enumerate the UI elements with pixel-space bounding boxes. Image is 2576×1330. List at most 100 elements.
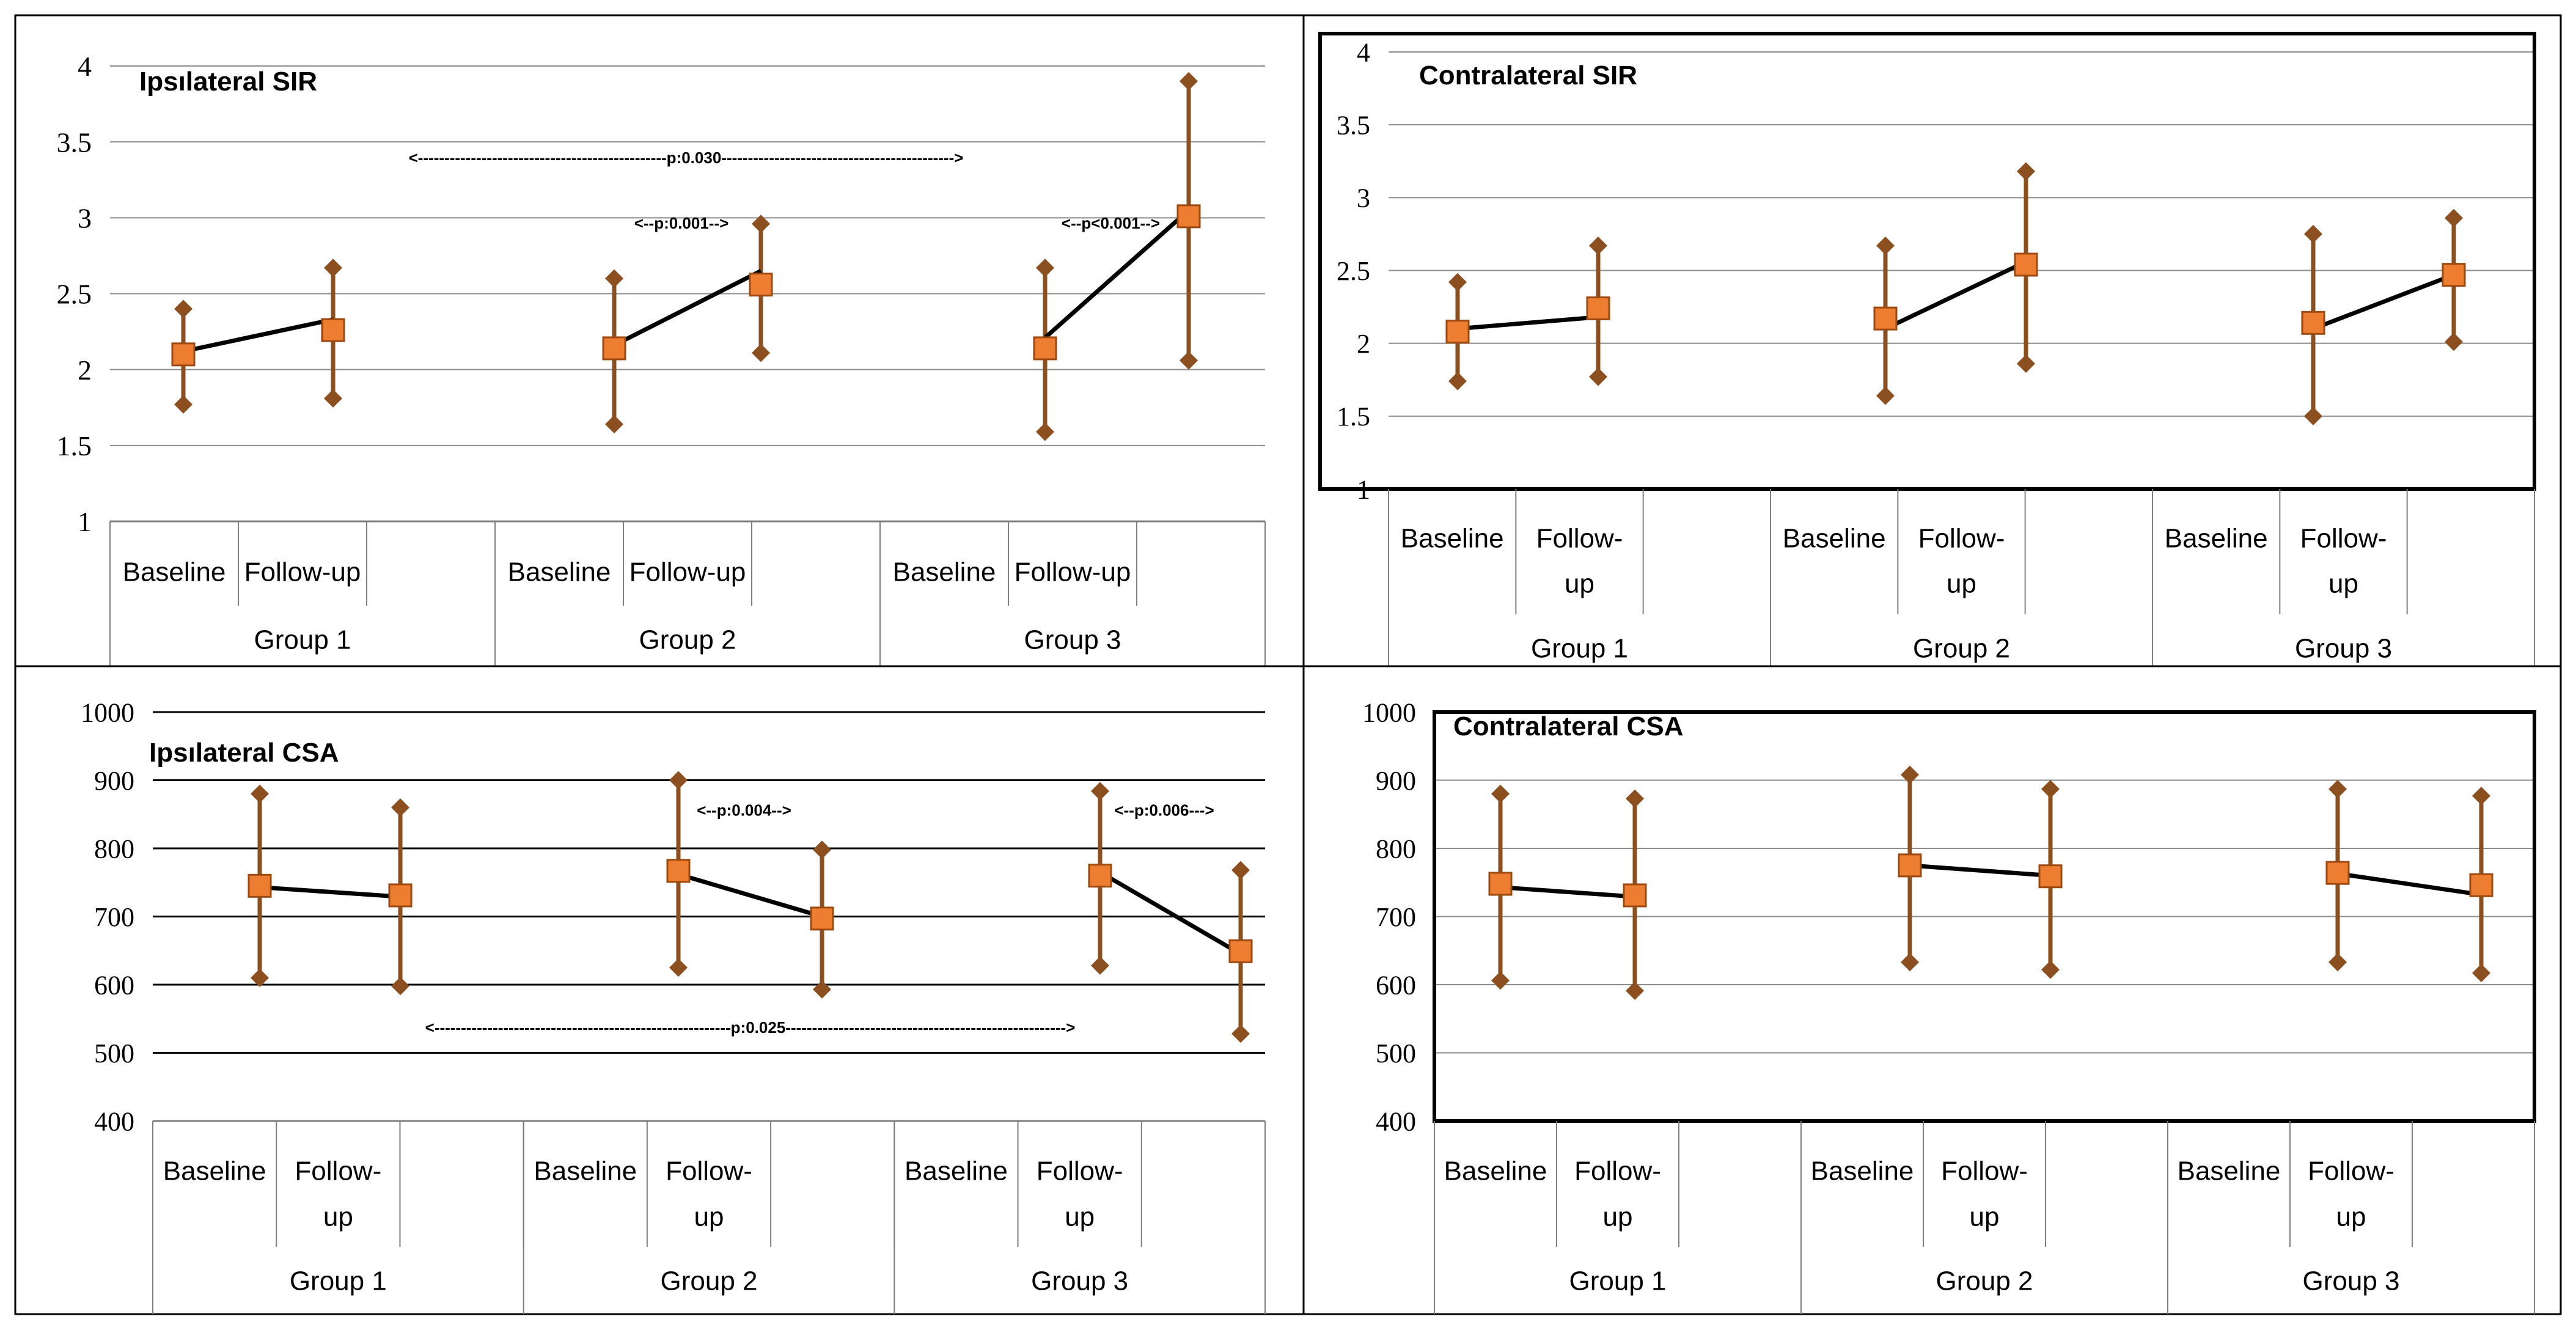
error-bar-cap-high [1901,765,1919,784]
trend-line [678,872,823,919]
significance-annotation: <--p<0.001--> [1062,214,1160,232]
y-tick-label: 2 [1357,329,1370,359]
error-bar-cap-low [2445,332,2463,351]
y-tick-label: 700 [94,902,134,932]
mean-marker [2442,263,2466,287]
mean-marker [171,342,196,367]
mean-marker [248,873,272,898]
error-bar-cap-low [1036,422,1054,441]
error-bar-cap-high [2328,779,2347,798]
panel-border [1302,665,2562,1315]
mean-marker [2469,873,2493,897]
y-tick-label: 2.5 [1337,256,1370,286]
error-bar-cap-low [1231,1024,1250,1043]
error-bar-cap-low [2304,406,2322,425]
mean-marker [1228,939,1253,963]
group-label: Group 3 [1024,625,1121,655]
category-label: up [1065,1202,1095,1232]
significance-annotation: <---------------------------------------… [425,1018,1076,1037]
y-tick-label: 1 [78,506,92,537]
mean-marker [1586,296,1610,320]
category-label: up [2328,568,2358,598]
mean-marker [2325,861,2350,885]
error-bar-cap-high [669,771,688,790]
mean-marker [2038,864,2063,889]
error-bar-cap-low [2472,964,2490,983]
error-bar-cap-high [391,798,409,817]
group-label: Group 3 [2295,633,2392,663]
trend-line [1500,885,1635,899]
group-label: Group 3 [2303,1266,2400,1296]
panel-ipsilateral_sir: 1 1.5 2 2.5 3 3.5 4 Baseline Follow-up Group 1 Bas… [14,14,1305,667]
error-bar-cap-high [605,269,623,288]
error-bar-cap-low [813,980,831,999]
category-label: Baseline [1811,1156,1914,1186]
group-label: Group 2 [1936,1266,2033,1296]
y-tick-label: 1000 [81,697,134,727]
category-label: Follow-up [1015,557,1131,587]
plot-frame [1433,710,2536,1123]
chart-title: Ipsılateral CSA [149,738,339,768]
error-bar-cap-low [1876,386,1895,405]
error-bar-cap-high [1231,861,1250,880]
panel-ipsilateral_csa: 400 500 600 700 800 900 1000 Baseline Follow-up G… [14,665,1305,1315]
error-bar-cap-high [813,840,831,859]
chart-title: Ipsılateral SIR [139,67,317,97]
error-bar-cap-low [1448,372,1467,391]
trend-line [2337,871,2482,897]
category-label: Baseline [2178,1156,2281,1186]
y-tick-label: 700 [1376,902,1416,932]
y-tick-label: 3.5 [1337,111,1370,141]
error-bar-cap-high [1491,784,1510,803]
category-label: up [323,1202,353,1232]
y-tick-label: 4 [1357,37,1370,67]
category-label: Baseline [508,557,611,587]
error-bar-cap-high [2041,779,2060,798]
y-tick-label: 2.5 [57,279,92,310]
error-bar-cap-high [2017,162,2035,181]
category-label: Follow- [1574,1156,1661,1186]
category-label: Baseline [163,1156,266,1186]
error-bar-cap-high [1626,789,1644,808]
error-bar-cap-high [2304,224,2322,243]
group-label: Group 2 [1913,633,2010,663]
category-label: up [1970,1202,2000,1232]
category-label: up [1947,568,1976,598]
mean-marker [1873,306,1898,331]
error-bar-cap-low [752,344,770,362]
mean-marker [1623,883,1647,908]
significance-annotation: <--p:0.006---> [1114,801,1214,819]
trend-line [2312,273,2455,331]
panel-contralateral_csa: 400 500 600 700 800 900 1000 Baseline Follow-up G… [1302,665,2562,1315]
group-label: Group 2 [661,1266,758,1296]
error-bar-cap-high [752,215,770,233]
y-tick-label: 1.5 [1337,402,1370,432]
error-bar-cap-high [324,259,342,277]
significance-annotation: <---------------------------------------… [409,149,964,167]
trend-line [1909,863,2051,878]
y-tick-label: 2 [78,355,92,386]
error-bar-cap-high [1036,259,1054,277]
error-bar-cap-low [251,968,269,987]
mean-marker [1176,204,1201,229]
error-bar-cap-high [251,784,269,803]
category-label: up [694,1202,724,1232]
trend-line [613,269,762,348]
error-bar-cap-high [1091,782,1109,801]
error-bar-cap-low [1626,982,1644,1001]
category-label: Baseline [1444,1156,1547,1186]
trend-line [1043,208,1191,340]
trend-line [1884,260,2027,331]
y-tick-label: 800 [1376,834,1416,864]
significance-annotation: <--p:0.004--> [697,801,791,819]
trend-line [1457,315,1599,331]
error-bar-cap-low [669,958,688,977]
error-bar-cap-high [1876,236,1895,255]
error-bar-cap-low [1091,956,1109,975]
error-bar-cap-low [1180,351,1198,370]
group-label: Group 1 [1531,633,1628,663]
category-label: Follow- [1918,523,2005,553]
category-label: up [2336,1202,2366,1232]
